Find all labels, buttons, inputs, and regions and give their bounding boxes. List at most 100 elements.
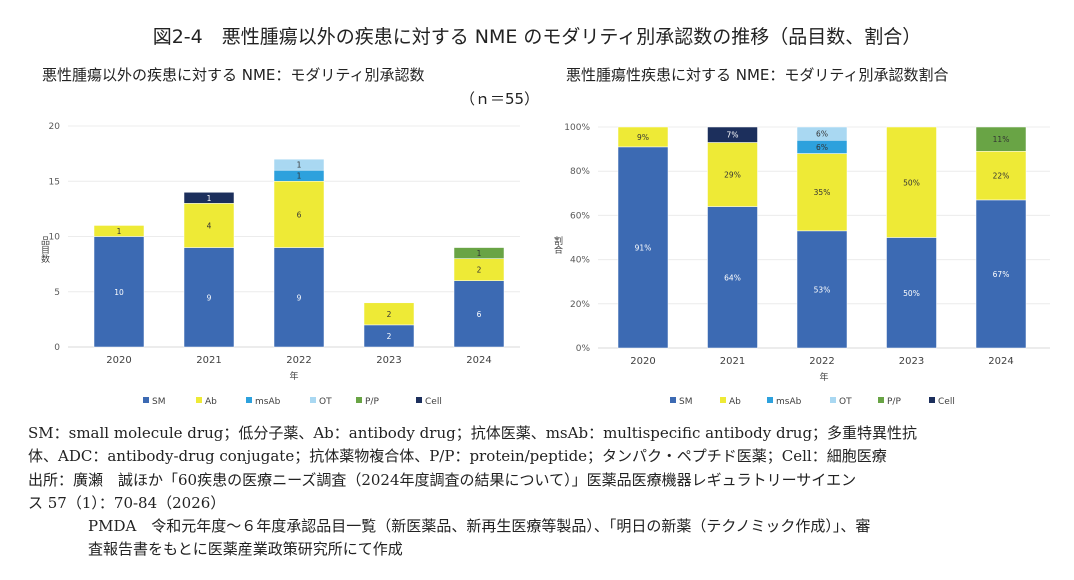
bar-ab	[93, 225, 145, 237]
data-label: 4	[207, 221, 212, 230]
y-tick-label: 80%	[570, 167, 590, 177]
legend-label: P/P	[365, 397, 379, 407]
x-tick-label: 2021	[196, 355, 221, 366]
data-label: 1	[297, 161, 302, 170]
y-tick-label: 40%	[570, 256, 590, 266]
y-tick-label: 10	[49, 233, 61, 243]
x-tick-label: 2022	[286, 355, 311, 366]
legend-label: Cell	[425, 397, 442, 407]
bar-sm	[93, 236, 145, 348]
note-line: SM：small molecule drug；低分子薬、Ab：antibody …	[28, 424, 918, 442]
data-label: 50%	[903, 289, 920, 298]
data-label: 11%	[993, 135, 1010, 144]
x-axis-label: 年	[289, 370, 298, 382]
bar-ab	[363, 302, 415, 326]
y-tick-label: 15	[49, 177, 60, 187]
notes: SM：small molecule drug；低分子薬、Ab：antibody …	[28, 422, 1068, 562]
data-label: 1	[477, 249, 482, 258]
legend-label: Cell	[938, 397, 955, 407]
legend-label: P/P	[887, 397, 901, 407]
y-tick-label: 60%	[570, 211, 590, 221]
data-label: 9	[207, 293, 212, 302]
data-label: 2	[387, 332, 392, 341]
bar-ab	[707, 142, 758, 207]
legend-label: SM	[679, 397, 692, 407]
bar-ab	[273, 181, 325, 248]
data-label: 1	[207, 194, 212, 203]
data-label: 64%	[724, 273, 741, 282]
bar-pp	[453, 247, 505, 259]
y-tick-label: 0%	[576, 344, 591, 354]
bar-sm	[886, 237, 937, 349]
bar-sm	[707, 206, 758, 349]
y-tick-label: 0	[54, 343, 60, 353]
data-label: 50%	[903, 178, 920, 187]
left-chart-title: 悪性腫瘍以外の疾患に対する NME：モダリティ別承認数	[42, 66, 425, 84]
x-tick-label: 2020	[630, 356, 655, 367]
legend-swatch	[416, 397, 422, 403]
data-label: 35%	[814, 188, 831, 197]
legend-swatch	[720, 397, 726, 403]
bar-ab	[796, 153, 848, 232]
legend-label: SM	[152, 397, 165, 407]
legend-label: Ab	[205, 397, 217, 407]
right-chart-title: 悪性腫瘍性疾患に対する NME：モダリティ別承認数割合	[566, 66, 949, 84]
data-label: 6%	[816, 143, 828, 152]
data-label: 2	[477, 266, 482, 275]
x-tick-label: 2023	[899, 356, 924, 367]
legend-swatch	[310, 397, 316, 403]
data-label: 91%	[635, 243, 652, 252]
y-axis-label: 割合	[552, 235, 563, 255]
bar-sm	[796, 230, 848, 349]
legend-swatch	[830, 397, 836, 403]
x-tick-label: 2022	[809, 356, 834, 367]
bar-ot	[796, 126, 848, 141]
note-line: ス 57（1）：70-84（2026）	[28, 493, 226, 512]
legend-swatch	[143, 397, 149, 403]
bar-sm	[617, 146, 669, 349]
x-tick-label: 2023	[376, 355, 401, 366]
data-label: 1	[297, 172, 302, 181]
bar-ab	[975, 151, 1027, 201]
bar-ab	[617, 126, 669, 148]
data-label: 22%	[993, 172, 1010, 181]
bar-pp	[975, 126, 1027, 152]
data-label: 2	[387, 310, 392, 319]
legend-swatch	[767, 397, 773, 403]
legend-label: OT	[839, 397, 852, 407]
bar-ab	[183, 203, 235, 248]
data-label: 7%	[727, 131, 739, 140]
legend-label: msAb	[255, 397, 281, 407]
x-tick-label: 2024	[988, 356, 1013, 367]
figure-title: 図2-4 悪性腫瘍以外の疾患に対する NME のモダリティ別承認数の推移（品目数…	[152, 26, 922, 48]
legend-label: Ab	[729, 397, 741, 407]
x-tick-label: 2020	[106, 355, 131, 366]
bar-ot	[273, 158, 325, 171]
legend-swatch	[246, 397, 252, 403]
legend-label: OT	[319, 397, 332, 407]
data-label: 67%	[993, 270, 1010, 279]
x-tick-label: 2021	[720, 356, 745, 367]
note-line: 出所：廣瀬 誠ほか「60疾患の医療ニーズ調査（2024年度調査の結果について）」…	[28, 470, 857, 489]
legend-swatch	[929, 397, 935, 403]
bar-cell	[183, 192, 235, 204]
charts: 05101520品目数20201012021941202296112023222…	[39, 122, 1050, 407]
legend-swatch	[196, 397, 202, 403]
y-tick-label: 20	[49, 122, 61, 132]
bar-sm	[453, 280, 505, 348]
bar-sm	[183, 247, 235, 348]
y-tick-label: 100%	[564, 123, 590, 133]
legend-swatch	[670, 397, 676, 403]
bar-sm	[975, 199, 1027, 349]
data-label: 6	[477, 310, 482, 319]
note-line: 体、ADC：antibody-drug conjugate；抗体薬物複合体、P/…	[28, 447, 887, 466]
data-label: 29%	[724, 171, 741, 180]
data-label: 10	[114, 288, 124, 297]
data-label: 6	[297, 210, 302, 219]
bar-cell	[707, 126, 758, 143]
y-tick-label: 20%	[570, 300, 590, 310]
x-axis-label: 年	[819, 371, 828, 383]
y-axis-label: 品目数	[39, 236, 50, 264]
data-label: 6%	[816, 130, 828, 139]
left-chart-subtitle: （ｎ＝55）	[460, 90, 540, 108]
